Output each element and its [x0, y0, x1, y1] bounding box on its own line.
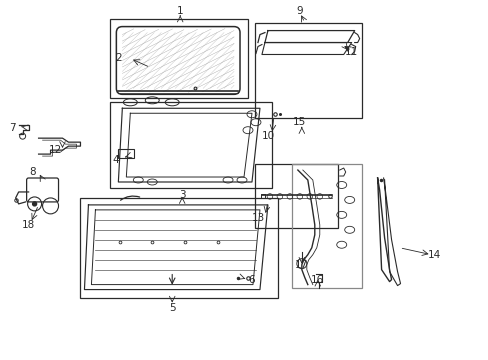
Bar — [254, 164, 337, 228]
Text: 16: 16 — [310, 275, 324, 285]
Bar — [118, 149, 134, 158]
Text: 4: 4 — [112, 155, 119, 165]
Text: 13: 13 — [251, 213, 264, 223]
Bar — [254, 23, 361, 118]
Text: 3: 3 — [179, 190, 185, 200]
Text: 18: 18 — [22, 220, 35, 230]
Text: 2: 2 — [115, 54, 122, 63]
Text: 8: 8 — [29, 167, 36, 177]
Text: 15: 15 — [293, 117, 306, 127]
Text: 14: 14 — [427, 250, 440, 260]
Text: 11: 11 — [345, 48, 358, 58]
Bar — [291, 164, 361, 288]
Circle shape — [33, 202, 37, 206]
Text: 10: 10 — [261, 131, 274, 141]
Bar — [110, 102, 271, 188]
Text: 9: 9 — [296, 6, 303, 15]
Text: 17: 17 — [295, 260, 308, 270]
Text: 12: 12 — [49, 145, 62, 155]
Bar — [81, 198, 277, 298]
Text: 1: 1 — [177, 6, 183, 15]
Text: 6: 6 — [248, 275, 255, 285]
Text: 7: 7 — [9, 123, 16, 133]
Text: 5: 5 — [168, 302, 175, 312]
Bar — [110, 19, 247, 98]
